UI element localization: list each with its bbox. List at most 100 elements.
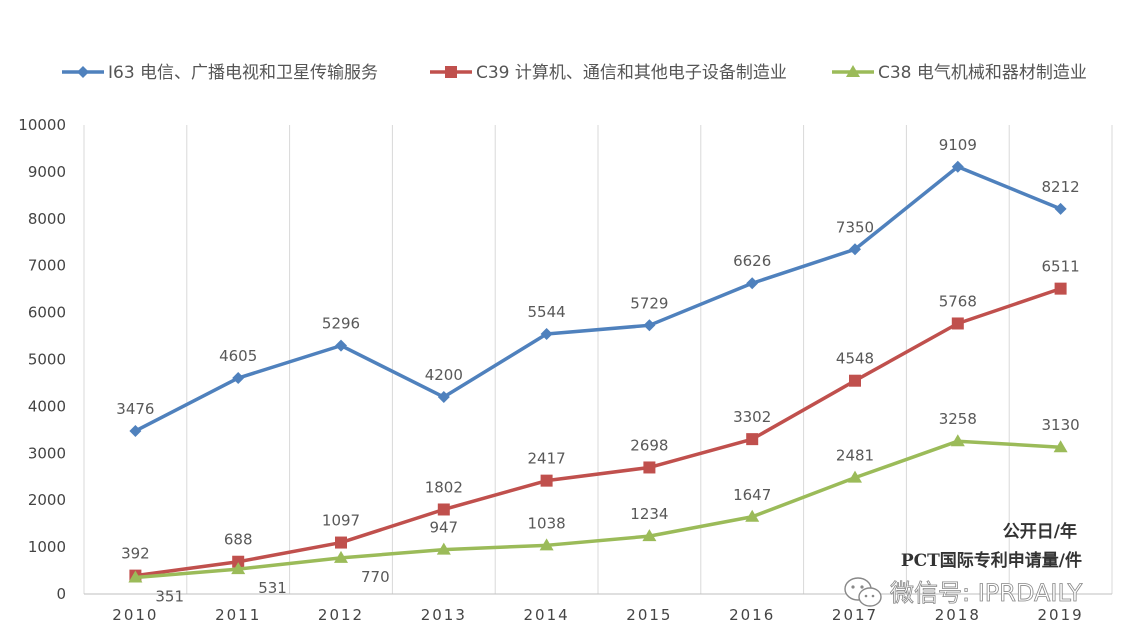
x-tick-label: 2017 xyxy=(832,606,878,624)
series-2 xyxy=(129,282,1067,582)
x-tick-label: 2019 xyxy=(1038,606,1084,624)
plot-area xyxy=(128,160,1068,583)
data-point xyxy=(746,433,759,446)
data-label: 1038 xyxy=(528,514,566,532)
legend-label: C39 计算机、通信和其他电子设备制造业 xyxy=(476,63,787,83)
data-point xyxy=(745,509,760,522)
watermark: 微信号: IPRDAILY xyxy=(844,577,1083,607)
y-axis: 0 1000 2000 3000 4000 5000 6000 7000 8000 9000 100… xyxy=(18,116,66,603)
data-label: 2481 xyxy=(836,447,874,465)
data-label: 4548 xyxy=(836,350,874,368)
data-label: 947 xyxy=(429,519,458,537)
x-tick-label: 2010 xyxy=(112,606,158,624)
data-point xyxy=(232,372,245,385)
data-point xyxy=(437,391,450,404)
data-point xyxy=(846,65,860,77)
data-label: 3130 xyxy=(1042,416,1080,434)
x-tick-label: 2016 xyxy=(729,606,775,624)
data-point xyxy=(540,327,553,340)
data-point xyxy=(231,562,246,575)
data-label: 351 xyxy=(155,588,184,606)
legend-item-2: C39 计算机、通信和其他电子设备制造业 xyxy=(430,63,787,83)
y-tick-label: 7000 xyxy=(28,257,66,275)
data-label: 4200 xyxy=(425,366,463,384)
data-point xyxy=(128,570,143,583)
series-line xyxy=(135,439,1061,580)
watermark-text: 微信号: IPRDAILY xyxy=(890,579,1083,607)
data-point xyxy=(539,538,554,551)
data-point xyxy=(849,374,861,387)
x-tick-label: 2011 xyxy=(215,606,261,624)
data-point xyxy=(848,470,862,483)
data-label: 5768 xyxy=(939,292,977,310)
data-point xyxy=(1054,202,1067,215)
data-label: 392 xyxy=(121,545,150,563)
data-point xyxy=(335,339,347,352)
x-tick-label: 2012 xyxy=(318,606,364,624)
data-point xyxy=(232,555,245,568)
series-line xyxy=(134,165,1062,433)
y-tick-label: 3000 xyxy=(28,444,66,462)
data-point xyxy=(951,160,964,173)
data-point xyxy=(437,503,450,516)
data-point xyxy=(540,474,553,487)
data-label: 5544 xyxy=(528,303,566,321)
data-point xyxy=(334,550,348,563)
data-point xyxy=(445,66,457,78)
data-point xyxy=(1054,282,1067,295)
series-3 xyxy=(128,434,1068,583)
x-tick-label: 2014 xyxy=(524,606,570,624)
data-point xyxy=(436,542,451,555)
data-label: 2417 xyxy=(528,450,566,468)
x-tick-label: 2018 xyxy=(935,606,981,624)
series-1 xyxy=(129,160,1067,437)
data-label: 3302 xyxy=(733,408,771,426)
legend: I63 电信、广播电视和卫星传输服务 C39 计算机、通信和其他电子设备制造业 C3… xyxy=(62,63,1087,83)
legend-item-3: C38 电气机械和器材制造业 xyxy=(832,63,1087,83)
data-label: 531 xyxy=(258,579,287,597)
data-label: 7350 xyxy=(836,218,874,236)
data-label: 1234 xyxy=(630,505,668,523)
data-label: 1647 xyxy=(733,486,771,504)
data-label: 2698 xyxy=(630,436,668,454)
data-label: 3476 xyxy=(116,400,154,418)
data-point xyxy=(642,529,657,542)
y-tick-label: 1000 xyxy=(28,538,66,556)
data-labels: 3476 4605 5296 4200 5544 5729 6626 7350 9109 8212… xyxy=(116,136,1079,606)
data-point xyxy=(950,434,965,447)
data-label: 4605 xyxy=(219,347,257,365)
x-tick-label: 2013 xyxy=(421,606,467,624)
y-tick-label: 6000 xyxy=(28,304,66,322)
y-tick-label: 10000 xyxy=(18,116,66,134)
data-point xyxy=(77,66,89,78)
data-label: 688 xyxy=(224,531,253,549)
data-label: 9109 xyxy=(939,136,977,154)
y-unit-note: PCT国际专利申请量/件 xyxy=(901,550,1082,571)
data-point xyxy=(129,424,142,437)
data-label: 770 xyxy=(361,568,390,586)
data-label: 5729 xyxy=(630,294,668,312)
legend-label: C38 电气机械和器材制造业 xyxy=(878,63,1087,83)
wechat-icon xyxy=(844,577,882,607)
y-tick-label: 5000 xyxy=(28,351,66,369)
series-line xyxy=(135,286,1062,578)
y-tick-label: 2000 xyxy=(28,491,66,509)
data-point xyxy=(1053,440,1068,453)
y-tick-label: 0 xyxy=(56,585,66,603)
x-axis: 2010 2011 2012 2013 2014 2015 2016 2017 2018 2019 xyxy=(112,606,1084,624)
y-tick-label: 8000 xyxy=(28,210,66,228)
data-point xyxy=(746,277,759,290)
grid xyxy=(83,125,1113,595)
data-label: 6626 xyxy=(733,252,771,270)
x-unit-note: 公开日/年 xyxy=(1003,521,1077,542)
data-label: 1097 xyxy=(322,512,360,530)
data-point xyxy=(643,461,656,474)
data-point xyxy=(951,317,964,330)
x-tick-label: 2015 xyxy=(626,606,672,624)
legend-item-1: I63 电信、广播电视和卫星传输服务 xyxy=(62,63,378,83)
data-label: 8212 xyxy=(1042,178,1080,196)
data-label: 6511 xyxy=(1042,258,1080,276)
legend-label: I63 电信、广播电视和卫星传输服务 xyxy=(108,63,378,83)
data-label: 1802 xyxy=(425,478,463,496)
